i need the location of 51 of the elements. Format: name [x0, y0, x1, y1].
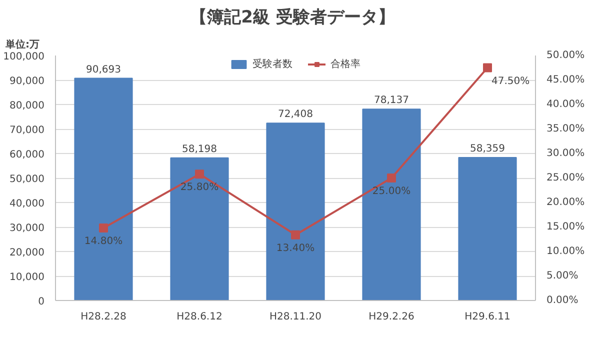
y-tick-label: 10,000 [10, 272, 45, 283]
y-tick-label: 100,000 [3, 52, 45, 62]
y2-tick-label: 50.00% [546, 50, 585, 61]
bar [266, 122, 325, 300]
y-tick-label: 60,000 [10, 150, 45, 160]
y-tick-label: 20,000 [10, 248, 45, 258]
bar [170, 157, 229, 300]
x-tick-label: H28.6.12 [176, 312, 222, 322]
data-label: 72,408 [278, 109, 314, 120]
point [483, 63, 492, 72]
y-axis-title: 単位:万 [4, 38, 40, 50]
y2-tick-label: 5.00% [546, 270, 578, 282]
y2-tick-label: 15.00% [546, 222, 585, 232]
point [195, 170, 204, 179]
y2-tick-label: 45.00% [546, 74, 585, 86]
y2-tick-label: 10.00% [546, 246, 585, 257]
data-label: 90,693 [86, 64, 122, 76]
legend-label: 合格率 [330, 58, 360, 71]
bar [74, 78, 133, 300]
x-tick-label: H29.6.11 [464, 312, 510, 322]
x-tick-label: H28.11.20 [269, 312, 322, 322]
y-tick-label: 50,000 [10, 174, 45, 185]
y-tick-label: 0 [38, 296, 45, 308]
bar [362, 108, 421, 300]
point [291, 230, 300, 240]
y-tick-label: 90,000 [10, 76, 45, 87]
point [99, 223, 108, 232]
data-label: 58,359 [470, 144, 506, 155]
y2-tick-label: 35.00% [546, 124, 585, 134]
data-label: 58,198 [182, 144, 218, 155]
y2-tick-label: 40.00% [546, 99, 585, 110]
point [387, 174, 396, 182]
y-tick-label: 80,000 [10, 100, 45, 112]
y2-tick-label: 30.00% [546, 148, 585, 159]
data-label: 14.80% [84, 236, 123, 247]
bar [458, 157, 517, 300]
y2-tick-label: 20.00% [546, 197, 585, 208]
chart-title: 【簿記2級 受験者データ】 [190, 8, 395, 28]
x-tick-label: H28.2.28 [80, 312, 126, 322]
x-tick-label: H29.2.26 [368, 312, 414, 322]
y2-tick-label: 25.00% [546, 172, 585, 184]
data-label: 25.80% [180, 182, 219, 194]
data-label: 25.00% [372, 186, 411, 197]
data-label: 47.50% [492, 76, 530, 87]
y-tick-label: 30,000 [10, 223, 45, 234]
y-tick-label: 40,000 [10, 198, 45, 210]
y2-tick-label: 0.00% [546, 295, 578, 306]
data-label: 78,137 [374, 95, 410, 106]
y-tick-label: 70,000 [10, 125, 45, 136]
data-label: 13.40% [276, 242, 315, 254]
legend-label: 受験者数 [252, 58, 292, 71]
